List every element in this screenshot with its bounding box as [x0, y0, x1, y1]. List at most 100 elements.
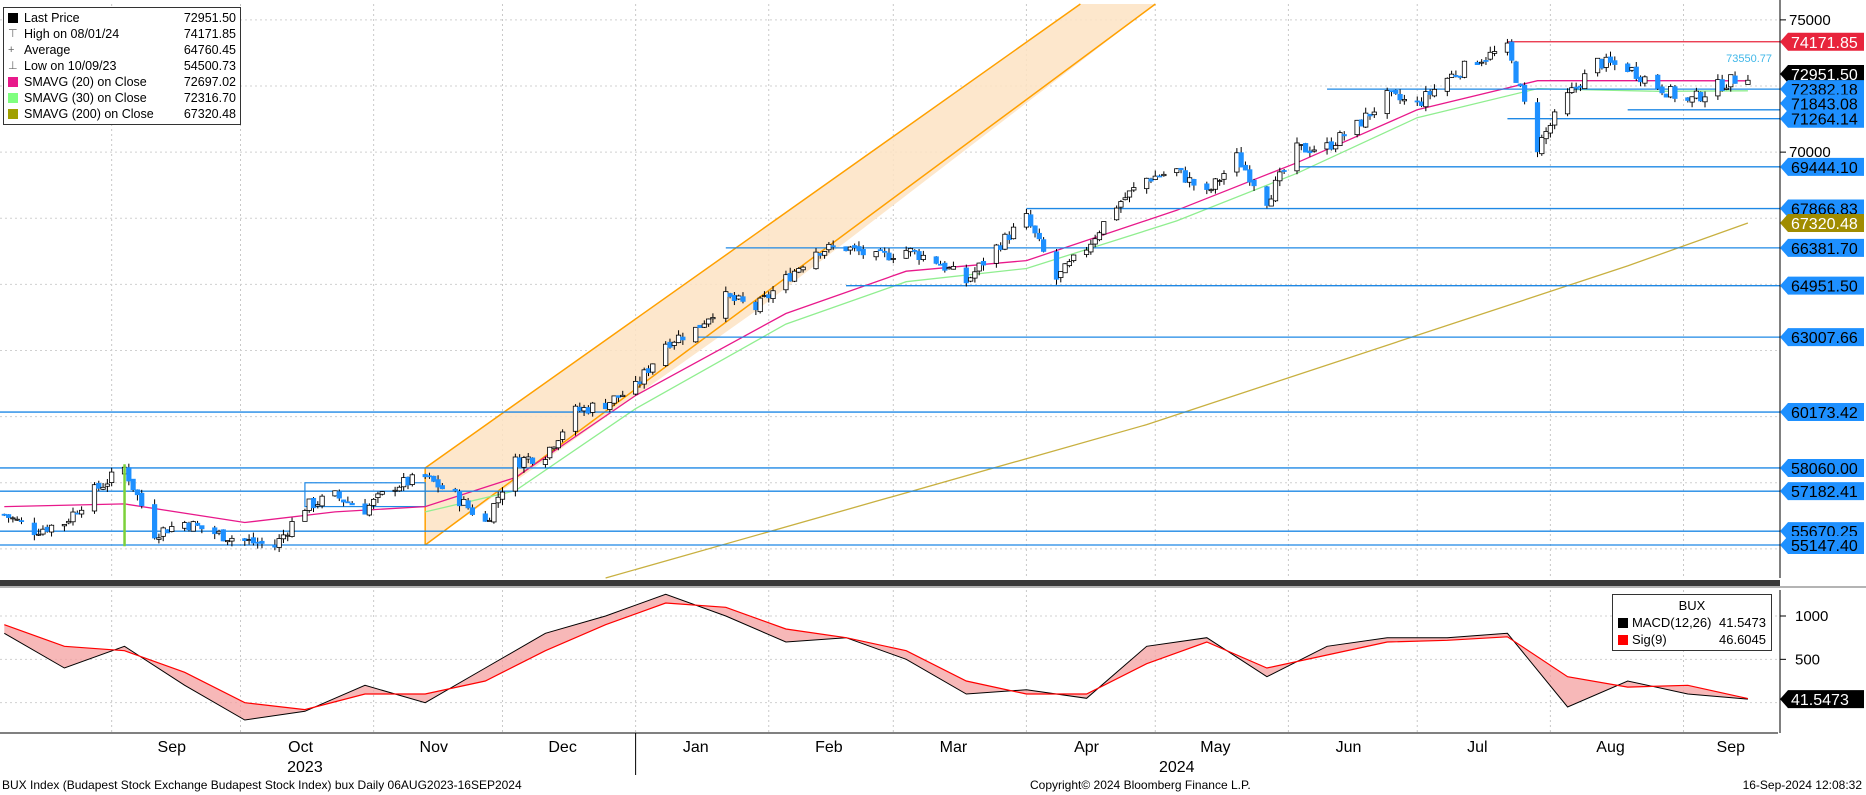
price-channel	[304, 3, 1156, 546]
axis-value-label-bg	[1780, 157, 1864, 176]
axis-value-label-bg	[1780, 214, 1864, 233]
candle-body	[486, 519, 493, 522]
axis-value-label-text: 71264.14	[1791, 112, 1858, 129]
candle-body	[706, 318, 712, 325]
square-icon	[8, 77, 18, 87]
axis-value-label-bg	[1780, 238, 1864, 257]
candle-body	[783, 274, 789, 291]
macd-legend-row-macd: MACD(12,26) 41.5473	[1618, 614, 1766, 631]
axis-value-label: 72951.50	[1780, 65, 1864, 84]
candle-body	[852, 245, 858, 248]
axis-value-label-bg	[1780, 276, 1864, 295]
candle-body	[1698, 91, 1704, 102]
candle-body	[1010, 226, 1017, 240]
axis-value-label-bg	[1780, 482, 1864, 501]
macd-grid	[0, 590, 1778, 733]
axis-value-label: 60173.42	[1780, 403, 1864, 422]
candle-body	[1092, 238, 1098, 245]
candle-body	[48, 524, 55, 533]
candle-body	[319, 495, 325, 507]
candle-body	[332, 490, 338, 497]
candle-body	[1251, 179, 1257, 187]
candle-body	[289, 521, 295, 537]
candle-body	[1152, 175, 1158, 180]
axis-value-label-text: 41.5473	[1791, 692, 1849, 709]
candle-body	[1302, 143, 1309, 153]
axis-value-label-text: 60173.42	[1791, 405, 1858, 422]
candle-body	[259, 540, 265, 544]
candle-body	[439, 485, 445, 490]
candle-body	[826, 243, 832, 251]
legend-row: SMAVG (30) on Close 72316.70	[8, 90, 236, 106]
square-icon	[1618, 617, 1628, 628]
candle-body	[491, 503, 497, 523]
candle-body	[916, 251, 922, 260]
axis-value-label-text: 67320.48	[1791, 216, 1858, 233]
candle-body	[1564, 92, 1571, 115]
candle-body	[1388, 90, 1395, 93]
candle-body	[66, 520, 72, 524]
level-annotation-label: 73550.77	[1726, 53, 1772, 65]
candle-body	[1427, 91, 1433, 95]
axis-value-label-text: 63007.66	[1791, 330, 1858, 347]
candle-body	[134, 489, 141, 496]
candle-body	[1414, 100, 1420, 103]
candle-body	[998, 245, 1004, 250]
candle-body	[615, 395, 622, 398]
candle-body	[1178, 167, 1184, 171]
candle-body	[40, 528, 46, 535]
candle-body	[306, 498, 312, 511]
candle-body	[70, 511, 76, 523]
candle-body	[1547, 125, 1553, 134]
candle-body	[710, 317, 716, 320]
candle-body	[1625, 63, 1631, 72]
axis-value-label-bg	[1780, 458, 1864, 477]
candle-body	[1595, 57, 1601, 74]
candle-body	[766, 294, 772, 299]
candle-body	[1324, 142, 1330, 150]
candle-body	[349, 502, 355, 506]
candle-body	[1534, 102, 1541, 153]
candle-body	[371, 498, 377, 506]
candle-body	[229, 537, 235, 542]
macd-legend-name: Sig(9)	[1632, 632, 1667, 647]
candle-body	[1131, 187, 1137, 191]
macd-legend-value: 41.5473	[1719, 615, 1766, 630]
candle-body	[44, 526, 50, 532]
axis-value-label-bg	[1780, 94, 1864, 113]
axis-value-label-bg	[1780, 328, 1864, 347]
candle-body	[435, 479, 441, 488]
candle-body	[1423, 91, 1429, 108]
candle-body	[1504, 42, 1511, 53]
candle-body	[255, 541, 261, 544]
candle-body	[182, 522, 188, 529]
candle-body	[611, 395, 617, 404]
candle-body	[761, 295, 768, 297]
candle-body	[1693, 90, 1700, 99]
legend-value: 64760.45	[183, 43, 236, 57]
candle-body	[1573, 86, 1579, 89]
candle-body	[1384, 90, 1390, 115]
axis-value-label-bg	[1780, 80, 1864, 99]
candle-body	[1307, 150, 1313, 154]
candle-body	[272, 544, 278, 548]
sma20-line	[4, 80, 1748, 524]
candle-body	[1642, 76, 1648, 84]
candle-body	[302, 510, 308, 522]
macd-legend-value: 46.6045	[1719, 632, 1766, 647]
candle-body	[315, 504, 321, 507]
candle-body	[1719, 79, 1725, 91]
candle-body	[1715, 79, 1721, 97]
candle-body	[697, 324, 703, 328]
axis-tick-label: 1000	[1795, 608, 1828, 625]
candle-body	[366, 504, 372, 516]
axis-value-label: 58060.00	[1780, 458, 1864, 478]
candle-body	[860, 249, 866, 256]
candle-body	[1431, 88, 1438, 97]
legend-row: + Average 64760.45	[8, 42, 236, 58]
footer-left: BUX Index (Budapest Stock Exchange Budap…	[2, 778, 522, 792]
candle-body	[1221, 173, 1227, 180]
candle-body	[1539, 137, 1545, 155]
candle-body	[1582, 73, 1588, 90]
axis-value-label-bg	[1780, 536, 1864, 555]
